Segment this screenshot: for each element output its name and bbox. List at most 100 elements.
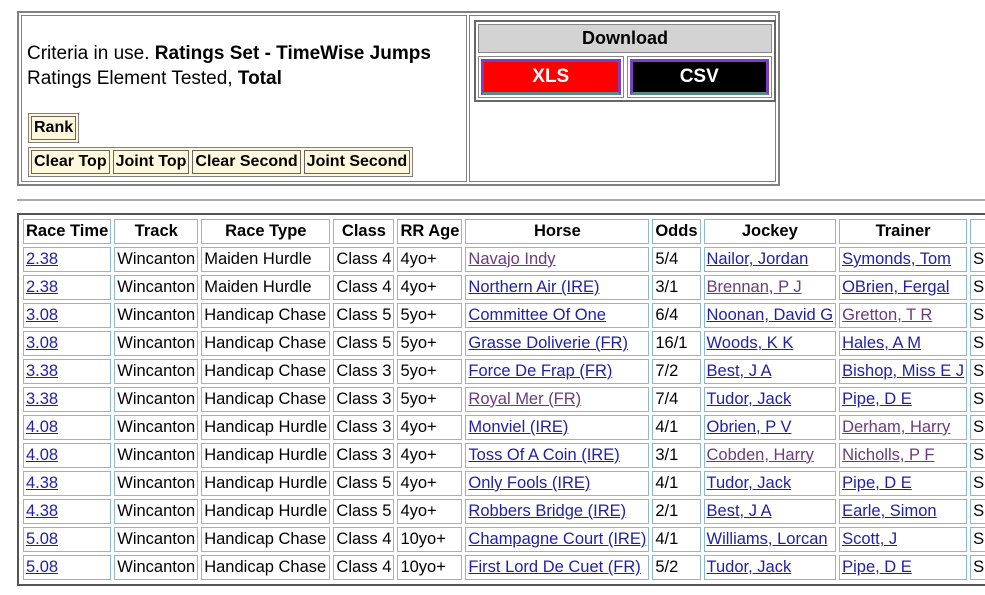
jockey-link[interactable]: Tudor, Jack: [706, 474, 792, 492]
cell-trainer: Pipe, D E: [839, 387, 968, 412]
jockey-link[interactable]: Nailor, Jordan: [706, 250, 809, 268]
horse-link[interactable]: Only Fools (IRE): [468, 474, 591, 492]
cell-trainer: Scott, J: [839, 527, 968, 552]
cell-time: 2.38: [23, 247, 112, 272]
cell-track: Wincanton: [114, 471, 199, 496]
jockey-link[interactable]: Obrien, P V: [706, 418, 792, 436]
time-link[interactable]: 3.38: [26, 390, 59, 408]
time-link[interactable]: 4.08: [26, 446, 59, 464]
time-link[interactable]: 3.38: [26, 362, 59, 380]
trainer-link[interactable]: Nicholls, P F: [842, 446, 935, 464]
cell-class: Class 3: [333, 387, 395, 412]
cell-type: Handicap Chase: [201, 359, 331, 384]
table-row: 5.08 Wincanton Handicap Chase Class 4 10yo+ C…: [23, 527, 985, 552]
jockey-link[interactable]: Woods, K K: [706, 334, 794, 352]
horse-link[interactable]: Navajo Indy: [468, 250, 556, 268]
cell-track: Wincanton: [114, 443, 199, 468]
cell-odds: 2/1: [652, 499, 701, 524]
jockey-link[interactable]: Tudor, Jack: [706, 558, 792, 576]
jockey-link[interactable]: Best, J A: [706, 362, 772, 380]
cell-type: Handicap Chase: [201, 331, 331, 356]
joint-top-button[interactable]: Joint Top: [112, 150, 190, 174]
download-title: Download: [478, 24, 772, 53]
criteria-prefix: Criteria in use.: [27, 43, 155, 64]
cell-extra: S: [970, 387, 985, 412]
cell-odds: 7/4: [652, 387, 701, 412]
time-link[interactable]: 4.08: [26, 418, 59, 436]
cell-horse: Toss Of A Coin (IRE): [465, 443, 650, 468]
cell-class: Class 4: [333, 555, 395, 580]
cell-trainer: Bishop, Miss E J: [839, 359, 968, 384]
horse-link[interactable]: First Lord De Cuet (FR): [468, 558, 641, 576]
cell-time: 3.38: [23, 387, 112, 412]
cell-track: Wincanton: [114, 303, 199, 328]
trainer-link[interactable]: Derham, Harry: [842, 418, 951, 436]
horse-link[interactable]: Toss Of A Coin (IRE): [468, 446, 620, 464]
cell-extra: S: [970, 303, 985, 328]
trainer-link[interactable]: Earle, Simon: [842, 502, 937, 520]
trainer-link[interactable]: Symonds, Tom: [842, 250, 951, 268]
joint-second-button[interactable]: Joint Second: [303, 150, 411, 174]
cell-odds: 4/1: [652, 471, 701, 496]
trainer-link[interactable]: Scott, J: [842, 530, 898, 548]
cell-odds: 3/1: [652, 443, 701, 468]
trainer-link[interactable]: Bishop, Miss E J: [842, 362, 965, 380]
table-row: 2.38 Wincanton Maiden Hurdle Class 4 4yo+ Nav…: [23, 247, 985, 272]
cell-type: Handicap Hurdle: [201, 443, 331, 468]
table-row: 4.08 Wincanton Handicap Hurdle Class 3 4yo+ T…: [23, 443, 985, 468]
trainer-link[interactable]: Pipe, D E: [842, 474, 912, 492]
trainer-link[interactable]: Gretton, T R: [842, 306, 933, 324]
jockey-link[interactable]: Best, J A: [706, 502, 772, 520]
time-link[interactable]: 5.08: [26, 558, 59, 576]
clear-top-button[interactable]: Clear Top: [31, 150, 110, 174]
csv-download-button[interactable]: CSV: [629, 59, 769, 95]
cell-class: Class 5: [333, 331, 395, 356]
cell-odds: 4/1: [652, 527, 701, 552]
horse-link[interactable]: Robbers Bridge (IRE): [468, 502, 627, 520]
rank-button[interactable]: Rank: [31, 116, 77, 140]
time-link[interactable]: 4.38: [26, 474, 59, 492]
cell-time: 4.38: [23, 471, 112, 496]
jockey-link[interactable]: Tudor, Jack: [706, 390, 792, 408]
cell-horse: Royal Mer (FR): [465, 387, 650, 412]
cell-type: Handicap Hurdle: [201, 499, 331, 524]
time-link[interactable]: 2.38: [26, 250, 59, 268]
cell-horse: Force De Frap (FR): [465, 359, 650, 384]
horse-link[interactable]: Committee Of One: [468, 306, 606, 324]
cell-odds: 6/4: [652, 303, 701, 328]
xls-download-button[interactable]: XLS: [481, 59, 621, 95]
cell-jockey: Brennan, P J: [703, 275, 837, 300]
trainer-link[interactable]: Hales, A M: [842, 334, 921, 352]
time-link[interactable]: 5.08: [26, 530, 59, 548]
jockey-link[interactable]: Brennan, P J: [706, 278, 802, 296]
trainer-link[interactable]: Pipe, D E: [842, 390, 912, 408]
clear-second-button[interactable]: Clear Second: [192, 150, 301, 174]
cell-time: 4.08: [23, 415, 112, 440]
time-link[interactable]: 2.38: [26, 278, 59, 296]
header-race-type: Race Type: [201, 219, 331, 244]
horse-link[interactable]: Royal Mer (FR): [468, 390, 582, 408]
time-link[interactable]: 4.38: [26, 502, 59, 520]
horse-link[interactable]: Grasse Doliverie (FR): [468, 334, 628, 352]
cell-track: Wincanton: [114, 555, 199, 580]
cell-odds: 7/2: [652, 359, 701, 384]
time-link[interactable]: 3.08: [26, 334, 59, 352]
jockey-link[interactable]: Williams, Lorcan: [706, 530, 828, 548]
results-table: Race Time Track Race Type Class RR Age Horse O…: [20, 216, 985, 583]
cell-trainer: Pipe, D E: [839, 471, 968, 496]
horse-link[interactable]: Champagne Court (IRE): [468, 530, 647, 548]
time-link[interactable]: 3.08: [26, 306, 59, 324]
cell-time: 5.08: [23, 527, 112, 552]
horse-link[interactable]: Monviel (IRE): [468, 418, 569, 436]
element-prefix: Ratings Element Tested,: [27, 68, 238, 89]
cell-extra: S: [970, 331, 985, 356]
trainer-link[interactable]: OBrien, Fergal: [842, 278, 950, 296]
jockey-link[interactable]: Cobden, Harry: [706, 446, 814, 464]
jockey-link[interactable]: Noonan, David G: [706, 306, 834, 324]
cell-jockey: Tudor, Jack: [703, 555, 837, 580]
cell-age: 4yo+: [397, 415, 463, 440]
horse-link[interactable]: Northern Air (IRE): [468, 278, 600, 296]
cell-trainer: Gretton, T R: [839, 303, 968, 328]
trainer-link[interactable]: Pipe, D E: [842, 558, 912, 576]
horse-link[interactable]: Force De Frap (FR): [468, 362, 613, 380]
